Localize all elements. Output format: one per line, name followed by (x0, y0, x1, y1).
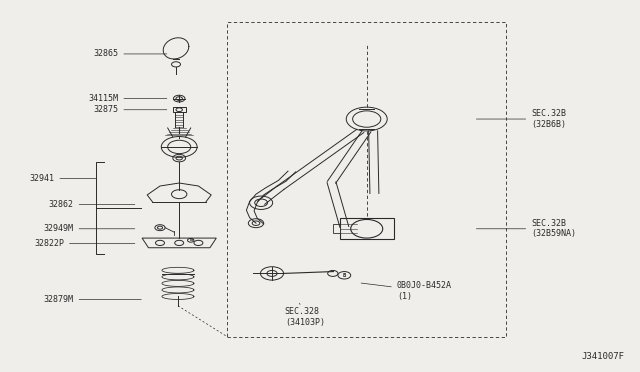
Bar (340, 218, 394, 239)
Circle shape (250, 196, 273, 209)
Circle shape (155, 225, 165, 231)
Text: SEC.328
(34103P): SEC.328 (34103P) (285, 303, 325, 327)
Text: 32862: 32862 (49, 200, 135, 209)
Polygon shape (142, 238, 216, 248)
Bar (173, 107, 186, 112)
Circle shape (248, 219, 264, 228)
Text: SEC.32B
(32B59NA): SEC.32B (32B59NA) (476, 219, 576, 238)
Circle shape (338, 223, 351, 231)
Circle shape (173, 95, 185, 102)
Text: 34115M: 34115M (88, 94, 167, 103)
Text: B: B (342, 273, 346, 278)
Circle shape (351, 219, 383, 238)
Text: 32865: 32865 (93, 49, 167, 58)
Text: 32941: 32941 (29, 174, 97, 183)
Circle shape (338, 272, 351, 279)
Text: 32822P: 32822P (34, 239, 135, 248)
Circle shape (346, 107, 387, 131)
Text: 32875: 32875 (93, 105, 167, 114)
Circle shape (328, 270, 338, 276)
Circle shape (260, 267, 284, 280)
Text: 0B0J0-B452A
(1): 0B0J0-B452A (1) (361, 281, 452, 301)
Text: J341007F: J341007F (581, 352, 624, 361)
Text: 32949M: 32949M (44, 224, 135, 233)
Text: B: B (189, 238, 192, 242)
Text: 32879M: 32879M (44, 295, 141, 304)
Bar (333, 224, 340, 233)
Text: SEC.32B
(32B6B): SEC.32B (32B6B) (476, 109, 566, 129)
Bar (227, 22, 506, 337)
